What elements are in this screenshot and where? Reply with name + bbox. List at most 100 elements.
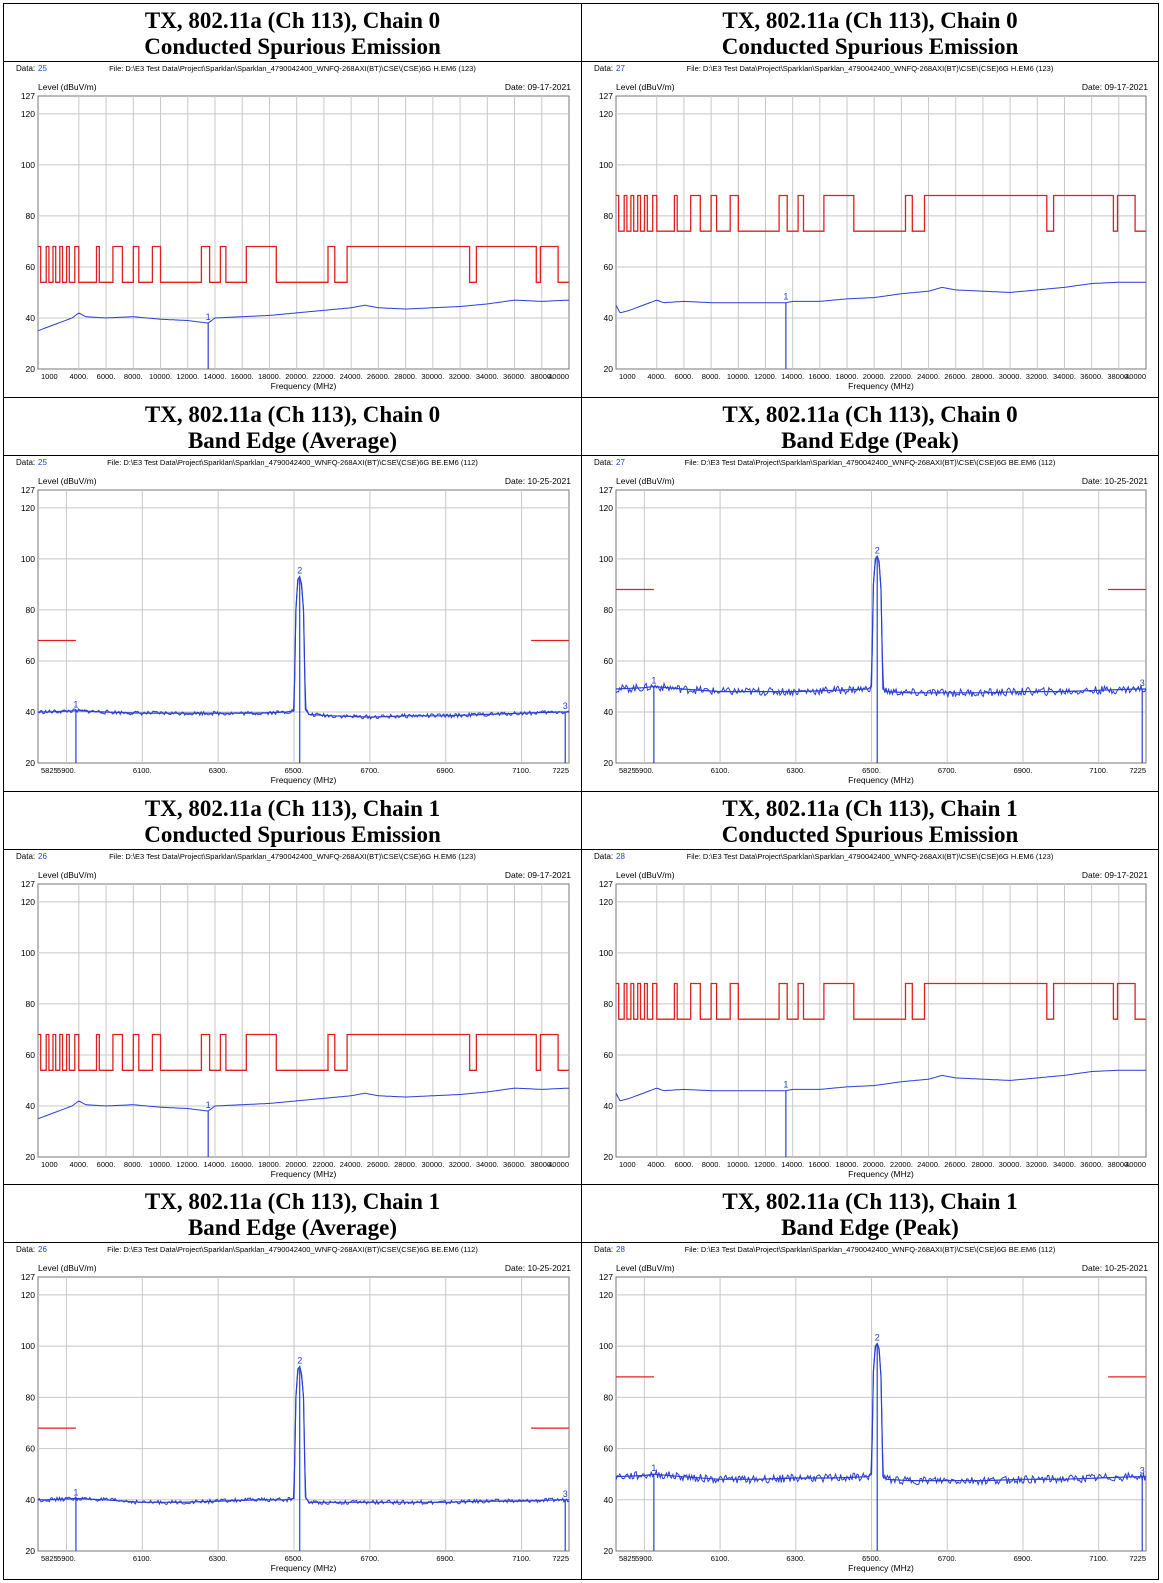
marker-2: 2 (875, 1333, 880, 1552)
y-tick-label: 20 (604, 364, 614, 374)
y-tick-label: 60 (26, 262, 36, 272)
file-path: File: D:\E3 Test Data\Project\Sparklan\S… (687, 852, 1054, 861)
chart-title-line1: TX, 802.11a (Ch 113), Chain 0 (144, 401, 441, 427)
x-tick-label: 28000. (394, 372, 417, 381)
x-tick-label: 28000. (394, 1160, 417, 1169)
x-tick-label: 6500. (285, 1554, 304, 1563)
x-tick-label: 20000. (863, 372, 886, 381)
data-label: Data: (594, 64, 613, 73)
y-tick-label: 100 (599, 160, 613, 170)
measurement-trace (615, 1069, 1146, 1101)
marker-1: 1 (651, 675, 656, 763)
chart-plot: Data: 25 File: D:\E3 Test Data\Project\Sp… (4, 456, 581, 791)
chart-cell: TX, 802.11a (Ch 113), Chain 0 Conducted … (582, 4, 1158, 398)
x-tick-label: 24000. (340, 1160, 363, 1169)
x-tick-label: 38000. (530, 372, 553, 381)
x-tick-label: 5825 (41, 766, 58, 775)
chart-title-line1: TX, 802.11a (Ch 113), Chain 0 (144, 8, 441, 33)
data-label: Data: (16, 1245, 35, 1254)
x-tick-label: 22000. (890, 1160, 913, 1169)
x-tick-label: 6300. (786, 1554, 805, 1563)
y-tick-label: 127 (599, 485, 613, 495)
x-axis-label: Frequency (MHz) (271, 381, 337, 391)
peak-trace (38, 575, 569, 718)
chart-cell: TX, 802.11a (Ch 113), Chain 0 Band Edge … (4, 397, 582, 792)
x-tick-label: 10000. (149, 372, 172, 381)
chart-plot: Data: 27 File: D:\E3 Test Data\Project\Sp… (582, 456, 1158, 791)
y-tick-label: 120 (599, 503, 613, 513)
data-number: 27 (616, 458, 625, 467)
y-tick-label: 127 (599, 879, 613, 889)
chart-title-line1: TX, 802.11a (Ch 113), Chain 1 (722, 795, 1018, 821)
y-tick-label: 127 (21, 1272, 35, 1282)
file-path: File: D:\E3 Test Data\Project\Sparklan\S… (107, 1245, 478, 1254)
y-tick-label: 40 (26, 313, 36, 323)
data-label: Data: (594, 852, 613, 861)
x-tick-label: 16000. (231, 372, 254, 381)
x-tick-label: 18000. (836, 1160, 859, 1169)
peak-trace (615, 554, 1146, 694)
y-axis-label: Level (dBuV/m) (38, 870, 97, 880)
x-tick-label: 22000. (312, 1160, 335, 1169)
y-tick-label: 100 (21, 554, 35, 564)
measurement-trace (37, 1087, 570, 1119)
y-axis-label: Level (dBuV/m) (38, 476, 97, 486)
spectrum-plot: Data: 25 File: D:\E3 Test Data\Project\Sp… (16, 64, 571, 391)
limit-line (38, 1033, 569, 1071)
x-gridlines (656, 96, 1120, 369)
data-label: Data: (594, 1245, 613, 1254)
x-tick-label: 10000. (727, 372, 750, 381)
x-tick-label: 14000. (781, 372, 804, 381)
x-tick-label: 6700. (938, 766, 957, 775)
date-label: Date: 10-25-2021 (505, 1263, 571, 1273)
y-axis-label: Level (dBuV/m) (616, 82, 675, 92)
x-tick-label: 6000. (675, 372, 694, 381)
x-tick-label: 7225 (552, 766, 569, 775)
x-tick-label: 18000. (258, 1160, 281, 1169)
chart-title: TX, 802.11a (Ch 113), Chain 0 Band Edge … (582, 398, 1158, 456)
marker-label: 1 (783, 1079, 788, 1089)
x-gridlines (643, 1277, 1100, 1552)
x-tick-label: 6900. (436, 766, 455, 775)
y-tick-label: 127 (21, 879, 35, 889)
date-label: Date: 09-17-2021 (505, 82, 571, 92)
data-label: Data: (594, 458, 613, 467)
x-tick-label: 24000. (917, 372, 940, 381)
y-tick-label: 80 (604, 1393, 614, 1403)
data-number: 26 (38, 1245, 47, 1254)
y-axis-label: Level (dBuV/m) (616, 1263, 675, 1273)
x-tick-label: 12000. (754, 1160, 777, 1169)
y-tick-label: 40 (26, 707, 36, 717)
data-label: Data: (16, 852, 35, 861)
x-tick-label: 7225 (1129, 766, 1146, 775)
chart-title: TX, 802.11a (Ch 113), Chain 1 Band Edge … (4, 1185, 581, 1244)
file-path: File: D:\E3 Test Data\Project\Sparklan\S… (109, 64, 476, 73)
marker-1: 1 (73, 1488, 78, 1552)
x-tick-label: 14000. (204, 1160, 227, 1169)
x-tick-label: 30000. (421, 1160, 444, 1169)
x-gridlines (65, 489, 523, 763)
y-tick-label: 120 (21, 896, 35, 906)
x-tick-label: 6100. (711, 766, 730, 775)
x-tick-label: 4000. (69, 1160, 88, 1169)
marker-2: 2 (297, 1356, 302, 1552)
plot-header: Data: 26 File: D:\E3 Test Data\Project\Sp… (16, 1245, 571, 1273)
x-gridlines (65, 1277, 523, 1552)
date-label: Date: 09-17-2021 (1082, 82, 1148, 92)
chart-title-line2: Conducted Spurious Emission (144, 821, 441, 847)
marker-label: 3 (563, 701, 568, 711)
spectrum-plot: Data: 27 File: D:\E3 Test Data\Project\Sp… (594, 458, 1148, 785)
spectrum-plot: Data: 26 File: D:\E3 Test Data\Project\Sp… (16, 852, 571, 1179)
y-gridlines (38, 900, 569, 1106)
x-tick-label: 32000. (449, 1160, 472, 1169)
y-tick-label: 80 (26, 998, 36, 1008)
chart-cell: TX, 802.11a (Ch 113), Chain 1 Band Edge … (4, 1185, 582, 1579)
y-gridlines (616, 113, 1146, 319)
x-tick-label: 5825 (41, 1554, 58, 1563)
x-tick-label: 24000. (340, 372, 363, 381)
x-gridlines (643, 489, 1100, 763)
y-axis-label: Level (dBuV/m) (616, 870, 675, 880)
x-tick-label: 14000. (204, 372, 227, 381)
x-tick-label: 26000. (367, 372, 390, 381)
y-tick-label: 60 (604, 262, 614, 272)
